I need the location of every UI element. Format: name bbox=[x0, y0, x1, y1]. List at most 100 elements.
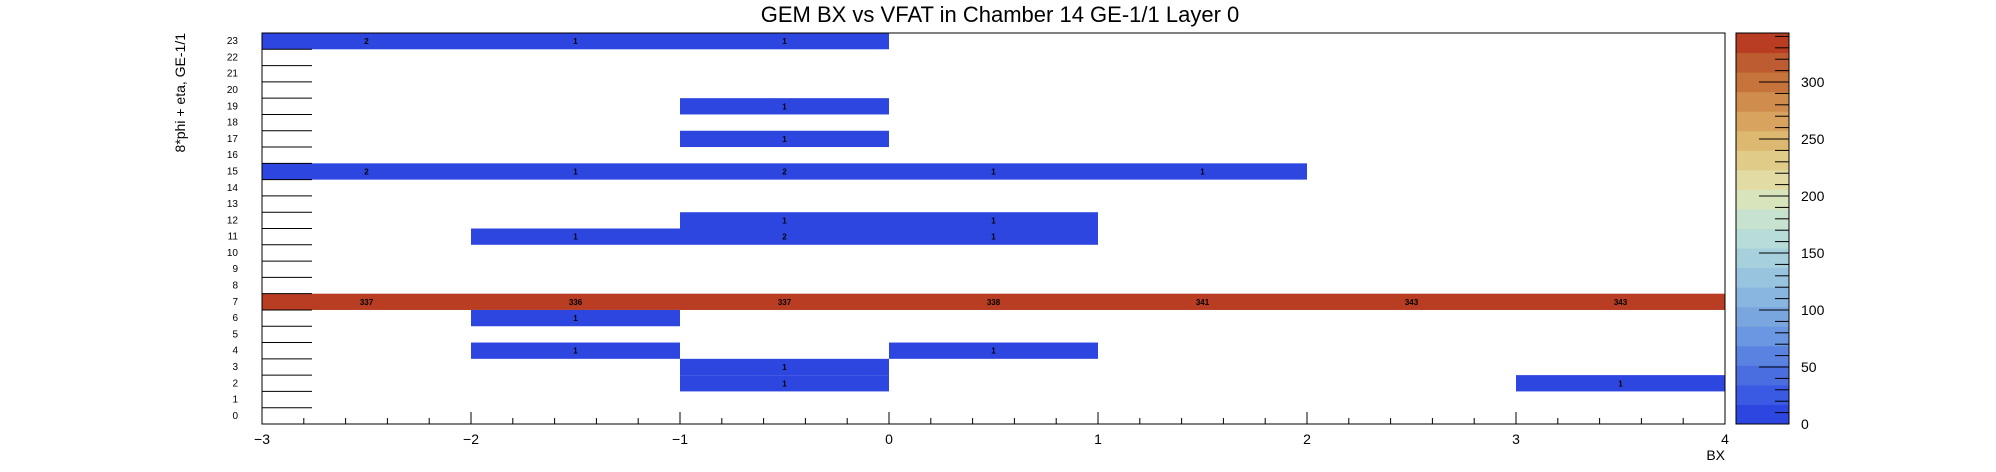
palette-tick-label: 50 bbox=[1801, 359, 1817, 375]
palette-tick-label: 150 bbox=[1801, 245, 1825, 261]
y-tick-label: 2 bbox=[232, 378, 238, 389]
heatmap-cell bbox=[680, 33, 889, 50]
cell-labels: 2 1 1 1 1 2 1 2 1 1 1 1 1 2 1 337 336 337 338 341 343 343 1 1 1 1… bbox=[360, 37, 1628, 388]
heatmap-cell bbox=[262, 33, 471, 50]
palette-segment bbox=[1736, 365, 1789, 386]
heatmap-cell bbox=[1516, 375, 1725, 392]
heatmap-cell bbox=[889, 228, 1098, 245]
cell-value-label: 1 bbox=[573, 167, 578, 176]
x-tick-labels: −3 −2 −1 0 1 2 3 4 bbox=[254, 431, 1729, 447]
palette-segment bbox=[1736, 130, 1789, 151]
cell-value-label: 1 bbox=[991, 216, 996, 225]
y-tick-label: 19 bbox=[227, 101, 239, 112]
palette-segment bbox=[1736, 404, 1789, 425]
y-tick-label: 1 bbox=[232, 395, 238, 406]
cell-value-label: 2 bbox=[364, 37, 369, 46]
heatmap-cell bbox=[680, 358, 889, 376]
heatmap-cell bbox=[1098, 163, 1307, 180]
cell-value-label: 1 bbox=[782, 379, 787, 388]
palette-segment bbox=[1736, 287, 1789, 308]
palette-segment bbox=[1736, 111, 1789, 132]
palette-segment bbox=[1736, 91, 1789, 112]
heatmap-cell bbox=[680, 212, 889, 229]
palette-segment bbox=[1736, 267, 1789, 288]
y-tick-label: 6 bbox=[232, 313, 238, 324]
palette-segment bbox=[1736, 228, 1789, 249]
y-tick-label: 23 bbox=[227, 36, 239, 47]
cell-value-label: 1 bbox=[782, 102, 787, 111]
palette-tick-label: 0 bbox=[1801, 416, 1809, 432]
y-tick-label: 9 bbox=[232, 264, 238, 275]
plot-area-frame bbox=[261, 32, 1726, 425]
heatmap-cell bbox=[889, 342, 1098, 359]
cell-value-label: 337 bbox=[360, 298, 374, 307]
cell-value-label: 1 bbox=[782, 135, 787, 144]
cell-value-label: 1 bbox=[573, 37, 578, 46]
y-tick-label: 7 bbox=[232, 297, 238, 308]
palette-segment bbox=[1736, 326, 1789, 347]
cell-value-label: 1 bbox=[991, 347, 996, 356]
cell-value-label: 1 bbox=[573, 233, 578, 242]
heatmap-cell bbox=[1516, 293, 1725, 310]
cell-value-label: 1 bbox=[991, 167, 996, 176]
cell-value-label: 1 bbox=[991, 233, 996, 242]
palette-segment bbox=[1736, 345, 1789, 366]
cell-value-label: 337 bbox=[778, 298, 792, 307]
heatmap-cell bbox=[680, 375, 889, 392]
palette-tick-label: 300 bbox=[1801, 74, 1825, 90]
cell-value-label: 1 bbox=[782, 37, 787, 46]
cell-value-label: 336 bbox=[569, 298, 583, 307]
palette-segment bbox=[1736, 189, 1789, 210]
heatmap-cells bbox=[262, 33, 1725, 392]
palette-segment bbox=[1736, 384, 1789, 405]
y-tick-label: 21 bbox=[227, 69, 239, 80]
heatmap-cell bbox=[262, 163, 471, 180]
heatmap-cell bbox=[471, 163, 680, 180]
y-tick-label: 12 bbox=[227, 215, 239, 226]
y-tick-label: 20 bbox=[227, 85, 239, 96]
y-tick-label: 3 bbox=[232, 362, 238, 373]
cell-value-label: 1 bbox=[573, 347, 578, 356]
color-palette-ticks: 0 50 100 150 200 250 300 bbox=[1759, 35, 1825, 432]
cell-value-label: 2 bbox=[782, 233, 787, 242]
y-axis-label: 8*phi + eta, GE-1/1 bbox=[172, 33, 188, 153]
cell-value-label: 343 bbox=[1405, 298, 1419, 307]
heatmap-cell bbox=[471, 342, 680, 359]
cell-value-label: 2 bbox=[364, 167, 369, 176]
x-axis-label: BX bbox=[1706, 447, 1725, 463]
x-tick-label: −2 bbox=[463, 431, 479, 447]
cell-value-label: 2 bbox=[782, 167, 787, 176]
heatmap-cell bbox=[680, 163, 889, 180]
y-tick-label: 10 bbox=[227, 248, 239, 259]
cell-value-label: 1 bbox=[782, 363, 787, 372]
heatmap-cell bbox=[471, 309, 680, 327]
y-tick-label: 18 bbox=[227, 118, 239, 129]
y-tick-label: 16 bbox=[227, 150, 239, 161]
heatmap-cell bbox=[471, 228, 680, 245]
palette-segment bbox=[1736, 150, 1789, 171]
y-tick-label: 14 bbox=[227, 183, 239, 194]
heatmap-cell bbox=[471, 293, 680, 310]
cell-value-label: 341 bbox=[1196, 298, 1210, 307]
x-tick-label: −1 bbox=[672, 431, 688, 447]
x-tick-label: 3 bbox=[1512, 431, 1520, 447]
palette-segment bbox=[1736, 208, 1789, 229]
heatmap-cell bbox=[889, 212, 1098, 229]
y-tick-label: 0 bbox=[232, 411, 238, 422]
y-tick-label: 15 bbox=[227, 166, 239, 177]
y-tick-label: 22 bbox=[227, 52, 239, 63]
cell-value-label: 343 bbox=[1614, 298, 1628, 307]
heatmap-cell bbox=[680, 293, 889, 310]
cell-value-label: 1 bbox=[782, 216, 787, 225]
palette-segment bbox=[1736, 248, 1789, 269]
heatmap-cell bbox=[889, 163, 1098, 180]
x-tick-label: 4 bbox=[1721, 431, 1729, 447]
y-tick-label: 8 bbox=[232, 281, 238, 292]
y-tick-label: 5 bbox=[232, 329, 238, 340]
cell-value-label: 338 bbox=[987, 298, 1001, 307]
x-tick-label: 1 bbox=[1094, 431, 1102, 447]
palette-tick-label: 250 bbox=[1801, 131, 1825, 147]
